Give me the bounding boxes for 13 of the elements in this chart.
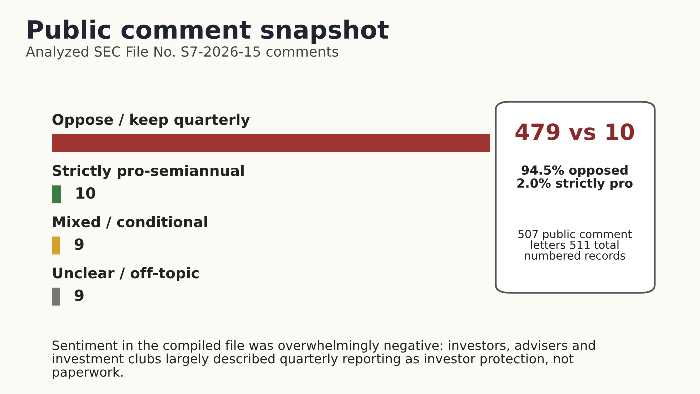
y-tick-label: Unclear / off-topic bbox=[53, 267, 199, 282]
text: 507 public comment letters 511 total numbered records bbox=[518, 230, 632, 260]
chart-title: Public comment snapshot bbox=[28, 20, 389, 44]
data-label: 9 bbox=[74, 238, 84, 250]
text: 94.5% opposed 2.0% strictly pro bbox=[518, 165, 633, 191]
chart-subtitle: Analyzed SEC File No. S7-2026-15 comments bbox=[26, 46, 338, 60]
data-label: 10 bbox=[76, 187, 96, 200]
text: 479 vs 10 bbox=[516, 124, 634, 140]
y-tick-label: Strictly pro-semiannual bbox=[53, 165, 244, 180]
y-tick-label: Mixed / conditional bbox=[53, 216, 208, 229]
y-tick-label: Oppose / keep quarterly bbox=[52, 114, 250, 128]
data-label: 9 bbox=[74, 290, 84, 302]
text: Sentiment in the compiled file was overwhelmingly negative: investors, advisers and investment clubs largely described quarterly reporting as investor protection, not paperwork. bbox=[52, 340, 596, 380]
